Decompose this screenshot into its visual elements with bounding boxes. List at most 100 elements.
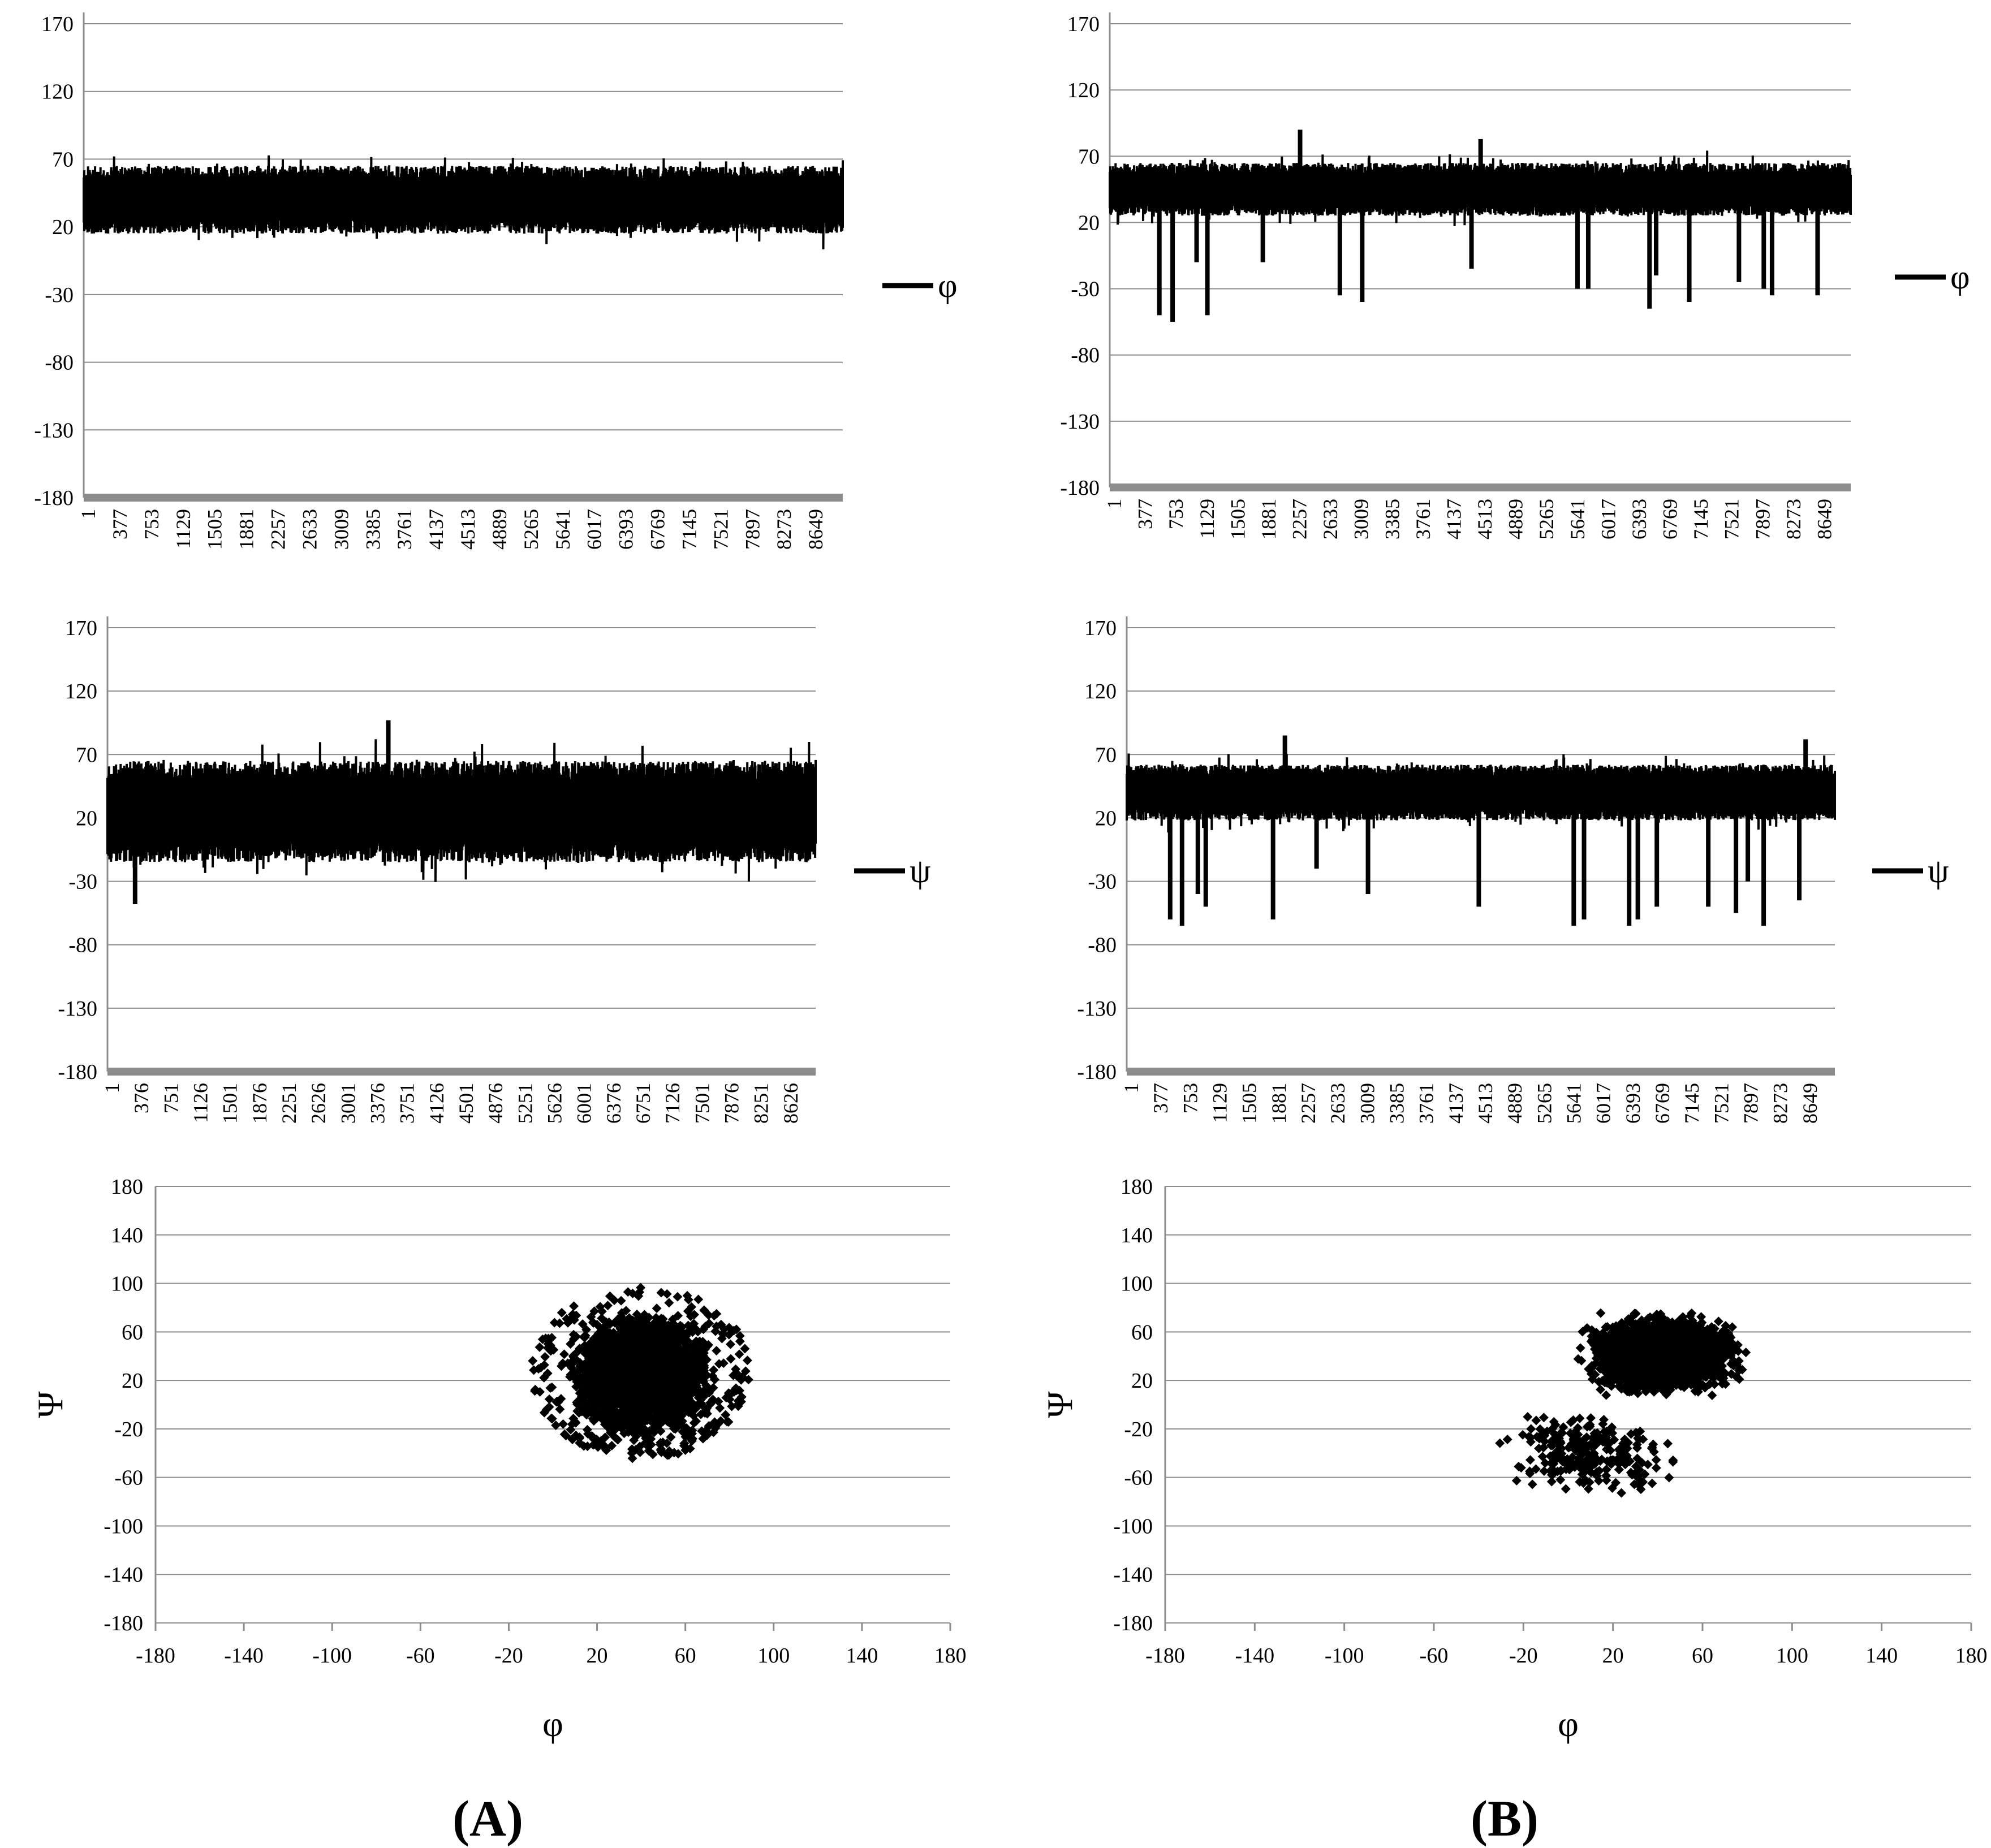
ytick-label-A-scatter-0: 180 [111, 1175, 143, 1199]
ytick-label-A-psi-5: -80 [68, 934, 97, 957]
xtick-label-A-phi-14: 5265 [520, 509, 542, 550]
ytick-label-A-psi-7: -180 [58, 1060, 97, 1084]
xtick-label-B-phi-22: 8273 [1782, 499, 1805, 539]
xtick-label-A-psi-1: 376 [130, 1083, 153, 1113]
xtick-label-B-phi-23: 8649 [1813, 499, 1835, 539]
xtick-label-B-phi-20: 7521 [1721, 499, 1743, 539]
xtick-label-B-psi-19: 7145 [1680, 1083, 1703, 1124]
scatter-point-A-scatter-c1-89 [558, 1419, 568, 1429]
xtick-label-B-psi-16: 6017 [1592, 1083, 1615, 1124]
scatter-point-A-scatter-c1-146 [535, 1342, 545, 1352]
scatter-point-A-scatter-c1-76 [540, 1352, 550, 1362]
xtick-label-B-scatter-0: -180 [1145, 1644, 1185, 1668]
xtick-label-B-phi-17: 6393 [1628, 499, 1650, 539]
xtick-label-B-scatter-6: 60 [1692, 1644, 1713, 1668]
xtick-label-B-psi-15: 5641 [1563, 1083, 1585, 1124]
xtick-label-A-scatter-2: -100 [312, 1644, 352, 1668]
scatter-point-A-scatter-c1-123 [673, 1292, 682, 1302]
scatter-point-A-scatter-c0-2046 [652, 1303, 662, 1313]
xtick-label-B-phi-2: 753 [1165, 499, 1187, 529]
x-axis-band-A-phi [84, 494, 843, 502]
xtick-label-B-psi-18: 6769 [1651, 1083, 1674, 1124]
xtick-label-A-psi-22: 8251 [750, 1083, 773, 1124]
x-axis-band-B-psi [1127, 1068, 1835, 1076]
x-axis-label-B-scatter: φ [1558, 1704, 1579, 1744]
xtick-label-B-phi-0: 1 [1103, 499, 1126, 509]
ytick-label-A-phi-2: 70 [52, 148, 74, 171]
xtick-label-A-psi-14: 5251 [514, 1083, 536, 1124]
xtick-label-B-scatter-8: 140 [1865, 1644, 1898, 1668]
xtick-label-A-scatter-6: 60 [675, 1644, 696, 1668]
ytick-label-A-phi-4: -30 [45, 283, 74, 307]
ytick-label-B-phi-6: -130 [1060, 410, 1100, 434]
xtick-label-B-phi-12: 4513 [1473, 499, 1496, 539]
xtick-label-B-psi-9: 3385 [1386, 1083, 1408, 1124]
xtick-label-B-phi-16: 6017 [1597, 499, 1619, 539]
scatter-point-A-scatter-c1-77 [743, 1355, 752, 1365]
xtick-label-A-phi-3: 1129 [172, 509, 195, 549]
xtick-label-B-scatter-5: 20 [1602, 1644, 1624, 1668]
xtick-label-A-phi-12: 4513 [456, 509, 479, 550]
scatter-points-B-scatter [1495, 1309, 1751, 1498]
x-axis-band-B-phi [1110, 483, 1851, 491]
xtick-label-B-psi-17: 6393 [1622, 1083, 1644, 1124]
xtick-label-B-phi-13: 4889 [1505, 499, 1527, 539]
xtick-label-A-psi-11: 4126 [425, 1083, 448, 1124]
xtick-label-A-psi-9: 3376 [367, 1083, 389, 1124]
xtick-label-A-phi-22: 8273 [773, 509, 795, 550]
xtick-label-A-psi-10: 3751 [396, 1083, 419, 1124]
xtick-label-B-psi-22: 8273 [1769, 1083, 1792, 1124]
xtick-label-A-phi-20: 7521 [709, 509, 732, 550]
scatter-points-A-scatter [528, 1283, 753, 1463]
legend-label-B-psi: ψ [1928, 852, 1949, 890]
xtick-label-B-phi-19: 7145 [1690, 499, 1712, 539]
ytick-label-A-scatter-1: 140 [111, 1224, 143, 1247]
xtick-label-A-psi-16: 6001 [573, 1083, 596, 1124]
xtick-label-A-phi-6: 2257 [267, 509, 290, 550]
ytick-label-A-phi-0: 170 [41, 12, 74, 36]
xtick-label-A-phi-0: 1 [77, 509, 100, 519]
xtick-label-B-psi-2: 753 [1179, 1083, 1201, 1113]
ytick-label-A-psi-2: 70 [76, 743, 97, 767]
ytick-label-B-scatter-6: -60 [1124, 1466, 1153, 1490]
xtick-label-B-psi-10: 3761 [1415, 1083, 1438, 1124]
y-axis-label-A-scatter: Ψ [30, 1391, 70, 1418]
xtick-label-A-phi-2: 753 [140, 509, 163, 539]
scatter-point-A-scatter-c1-59 [715, 1403, 725, 1413]
ytick-label-B-psi-7: -180 [1077, 1060, 1117, 1084]
xtick-label-A-phi-10: 3761 [393, 509, 416, 550]
ytick-label-A-psi-1: 120 [65, 680, 97, 703]
ytick-label-B-psi-0: 170 [1084, 616, 1117, 640]
xtick-label-B-phi-21: 7897 [1751, 499, 1774, 539]
xtick-label-A-psi-4: 1501 [219, 1083, 242, 1124]
xtick-label-A-phi-23: 8649 [804, 509, 827, 550]
xtick-label-A-phi-18: 6769 [647, 509, 669, 550]
x-axis-band-A-psi [107, 1068, 816, 1076]
ytick-label-A-phi-3: 20 [52, 215, 74, 239]
xtick-label-A-phi-1: 377 [109, 509, 131, 539]
xtick-label-B-phi-1: 377 [1134, 499, 1157, 529]
ytick-label-B-psi-3: 20 [1095, 806, 1117, 830]
xtick-label-B-scatter-7: 100 [1776, 1644, 1808, 1668]
xtick-label-B-phi-6: 2257 [1288, 499, 1311, 539]
scatter-point-A-scatter-c1-28 [726, 1354, 736, 1364]
legend-label-A-psi: ψ [910, 852, 931, 890]
ytick-label-A-phi-7: -180 [34, 486, 74, 510]
ytick-label-B-scatter-7: -100 [1113, 1514, 1153, 1538]
legend-label-B-phi: φ [1950, 258, 1970, 296]
xtick-label-B-psi-6: 2257 [1297, 1083, 1320, 1124]
xtick-label-A-phi-7: 2633 [298, 509, 321, 550]
xtick-label-B-psi-7: 2633 [1326, 1083, 1349, 1124]
xtick-label-A-scatter-7: 100 [757, 1644, 790, 1668]
chart-B-scatter: 1801401006020-20-60-100-140-180-180-140-… [1040, 1175, 1988, 1744]
xtick-label-B-phi-5: 1881 [1257, 499, 1280, 539]
ytick-label-A-phi-6: -130 [34, 418, 74, 442]
chart-A-scatter: 1801401006020-20-60-100-140-180-180-140-… [30, 1175, 967, 1744]
ytick-label-A-phi-1: 120 [41, 80, 74, 104]
y-axis-label-B-scatter: Ψ [1040, 1391, 1080, 1418]
xtick-label-A-psi-5: 1876 [248, 1083, 271, 1124]
xtick-label-A-scatter-9: 180 [934, 1644, 967, 1668]
